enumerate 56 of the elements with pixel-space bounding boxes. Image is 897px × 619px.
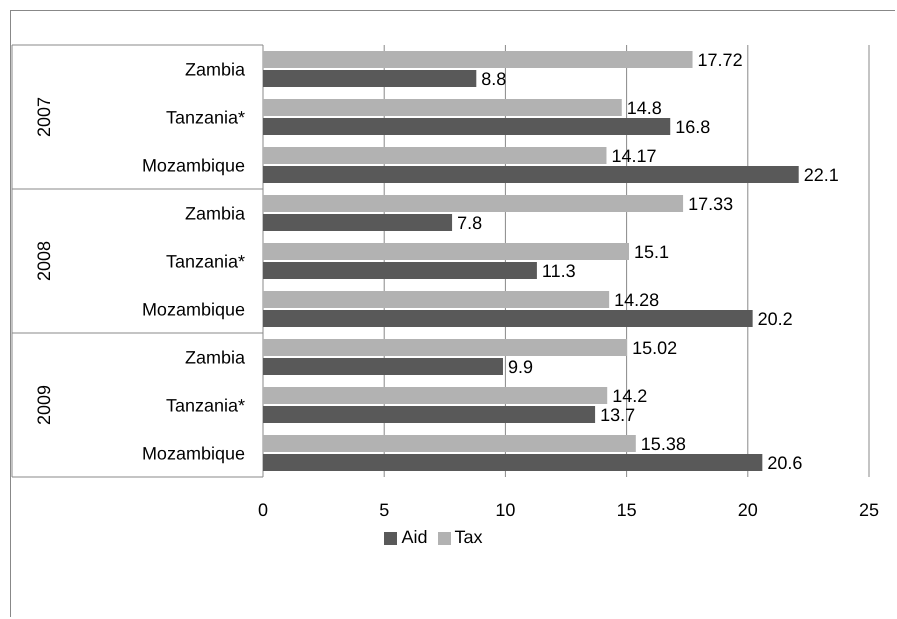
text: 2008 xyxy=(34,240,54,282)
text: 2007 xyxy=(34,96,54,138)
data-label: 16.8 xyxy=(675,116,710,137)
data-label: 9.9 xyxy=(508,356,534,377)
bar xyxy=(263,214,452,231)
y-tick-label: Zambia xyxy=(184,203,246,224)
bar xyxy=(263,454,762,471)
y-tick-label: Mozambique xyxy=(142,443,245,464)
data-label: 7.8 xyxy=(457,212,482,233)
bar xyxy=(263,435,636,452)
legend-label: Tax xyxy=(454,527,483,547)
y-tick-label: Tanzania* xyxy=(166,395,245,416)
bar xyxy=(263,406,596,423)
bar xyxy=(263,387,608,404)
x-tick-label: 0 xyxy=(258,500,268,520)
x-tick-label: 10 xyxy=(495,500,516,520)
x-tick-label: 20 xyxy=(738,500,758,520)
legend-label: Aid xyxy=(401,527,428,547)
bar xyxy=(263,118,670,135)
data-label: 20.6 xyxy=(767,452,802,473)
data-label: 14.8 xyxy=(626,98,662,118)
data-label: 20.2 xyxy=(758,308,793,329)
bar xyxy=(263,291,610,308)
y-tick-label: Mozambique xyxy=(142,155,245,176)
y-tick-label: Zambia xyxy=(184,347,246,368)
y-tick-label: Zambia xyxy=(184,59,246,80)
data-label: 15.1 xyxy=(634,242,670,262)
data-label: 22.1 xyxy=(804,164,839,185)
bar xyxy=(263,243,630,260)
data-label: 15.02 xyxy=(632,338,678,358)
data-label: 8.8 xyxy=(481,68,506,89)
data-label: 11.3 xyxy=(542,260,576,281)
text: 2009 xyxy=(34,384,54,426)
x-tick-label: 25 xyxy=(858,500,880,520)
data-label: 14.28 xyxy=(614,290,660,310)
bar xyxy=(263,358,503,375)
bar xyxy=(263,147,606,164)
data-label: 14.2 xyxy=(612,386,648,406)
bar xyxy=(263,195,684,212)
bar xyxy=(263,166,799,183)
bar xyxy=(263,310,753,327)
bar xyxy=(263,339,628,356)
data-label: 13.7 xyxy=(600,404,636,425)
data-label: 17.72 xyxy=(698,50,743,70)
x-tick-label: 15 xyxy=(616,500,637,520)
bar xyxy=(263,99,622,116)
x-tick-label: 5 xyxy=(379,500,390,520)
data-label: 14.17 xyxy=(611,146,657,166)
bar xyxy=(263,51,693,68)
data-label: 15.38 xyxy=(640,434,686,454)
bar xyxy=(263,262,537,279)
y-tick-label: Tanzania* xyxy=(166,107,245,128)
y-tick-label: Tanzania* xyxy=(166,251,245,272)
bar xyxy=(263,70,476,87)
y-tick-label: Mozambique xyxy=(142,299,245,320)
data-label: 17.33 xyxy=(688,194,734,214)
